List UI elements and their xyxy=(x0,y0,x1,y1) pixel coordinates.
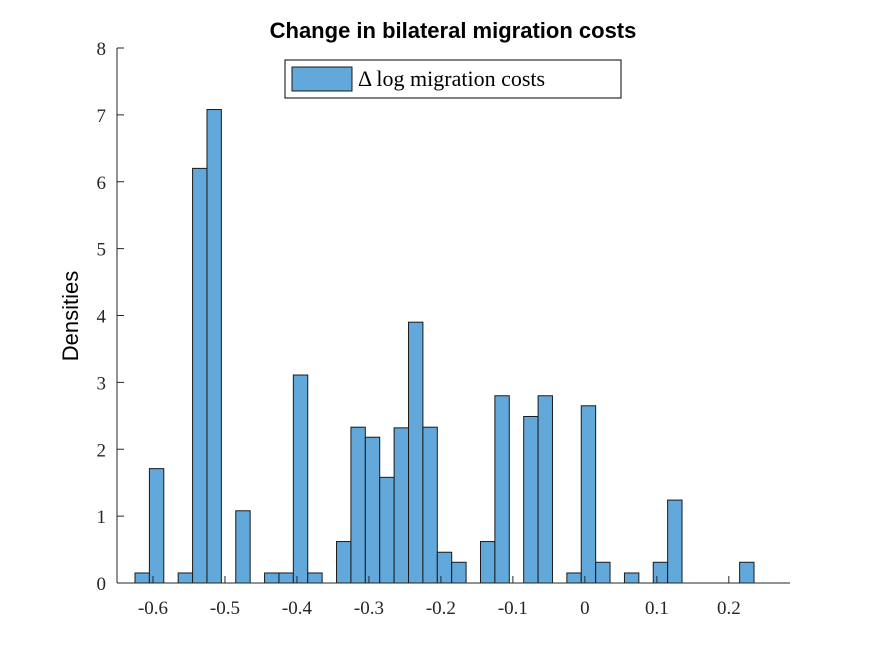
y-tick-label: 3 xyxy=(97,373,107,394)
histogram-bar xyxy=(364,436,381,584)
x-tick-label: -0.4 xyxy=(282,598,313,619)
histogram-bar xyxy=(595,561,611,584)
y-tick-label: 0 xyxy=(97,574,107,595)
histogram-bar xyxy=(580,405,597,584)
histogram-bar xyxy=(278,572,294,584)
x-tick-label: 0.2 xyxy=(717,598,741,619)
chart-title: Change in bilateral migration costs xyxy=(270,18,637,43)
histogram-bar xyxy=(523,415,539,584)
histogram-bar xyxy=(451,561,467,584)
histogram-bar xyxy=(235,510,251,584)
x-tick-label: -0.1 xyxy=(498,598,528,619)
y-tick-label: 5 xyxy=(97,240,107,261)
y-tick-label: 2 xyxy=(97,440,107,461)
y-tick-label: 7 xyxy=(97,106,107,127)
histogram-bar xyxy=(177,572,194,584)
x-tick-label: -0.5 xyxy=(210,598,240,619)
y-tick-label: 8 xyxy=(97,39,107,60)
histogram-bar xyxy=(336,541,352,584)
histogram-bar xyxy=(408,321,424,584)
x-tick-label: -0.3 xyxy=(354,598,384,619)
histogram-bar xyxy=(537,395,553,584)
y-tick-label: 6 xyxy=(97,173,107,194)
histogram-bar xyxy=(436,551,453,584)
bars-group xyxy=(134,109,755,584)
histogram-bar xyxy=(566,572,582,584)
histogram-bar xyxy=(652,561,669,584)
axes-group: -0.6 -0.5 -0.4 -0.3 -0.2 -0.1 0 0.1 0.2 0 1 2 3 4 5 6 7 8 xyxy=(97,39,790,619)
y-tick-label: 4 xyxy=(97,307,107,328)
histogram-bar xyxy=(379,476,395,584)
histogram-bar xyxy=(192,167,208,584)
legend-swatch xyxy=(291,66,353,92)
legend-label: Δ log migration costs xyxy=(358,66,545,91)
histogram-bar xyxy=(739,561,755,584)
histogram-bar xyxy=(206,109,222,584)
legend: Δ log migration costs xyxy=(284,59,622,99)
y-tick-label: 1 xyxy=(97,507,107,528)
x-tick-label: -0.6 xyxy=(138,598,168,619)
x-tick-label: 0 xyxy=(580,598,590,619)
histogram-bar xyxy=(623,572,640,584)
histogram-bar xyxy=(350,426,366,584)
histogram-bar xyxy=(148,468,165,584)
histogram-bar xyxy=(422,426,438,584)
histogram-bar xyxy=(134,572,150,584)
histogram-bar xyxy=(264,572,280,584)
histogram-bar xyxy=(307,572,323,584)
histogram-bar xyxy=(494,395,510,584)
x-tick-label: -0.2 xyxy=(426,598,456,619)
histogram-bar xyxy=(667,499,683,584)
histogram-bar xyxy=(393,427,410,584)
histogram-bar xyxy=(292,374,309,584)
y-axis-label: Densities xyxy=(58,271,83,361)
x-tick-label: 0.1 xyxy=(645,598,669,619)
histogram-bar xyxy=(479,541,496,584)
